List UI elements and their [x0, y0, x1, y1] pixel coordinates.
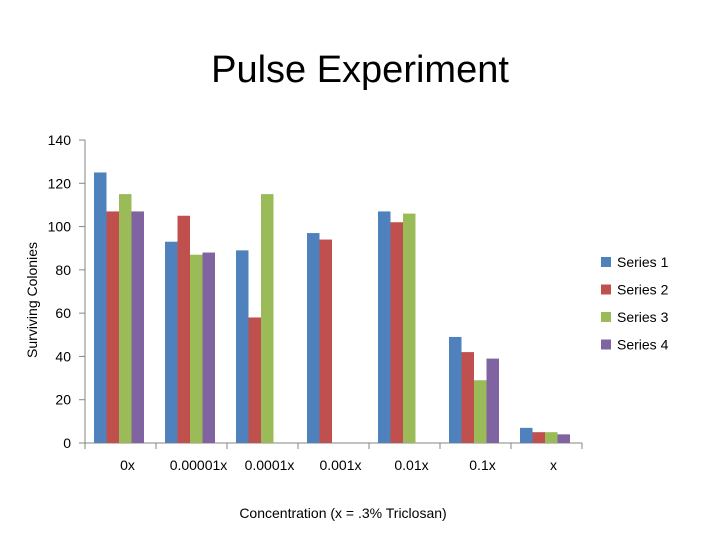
- legend-label: Series 3: [617, 309, 669, 325]
- x-tick-label: 0.0001x: [245, 457, 295, 473]
- x-tick-label: x: [550, 457, 557, 473]
- bar-series-2-2: [248, 317, 261, 443]
- y-tick-label: 0: [63, 435, 71, 451]
- legend-swatch: [601, 284, 611, 295]
- bar-series-3-5: [474, 380, 487, 443]
- x-tick-label: 0.01x: [394, 457, 428, 473]
- bar-series-2-4: [390, 222, 403, 443]
- x-axis-label: Concentration (x = .3% Triclosan): [239, 505, 446, 521]
- bar-series-4-0: [131, 211, 144, 443]
- legend-swatch: [601, 312, 611, 322]
- bar-series-4-1: [202, 252, 215, 443]
- bar-series-4-5: [486, 358, 499, 443]
- y-tick-label: 60: [55, 305, 71, 321]
- bar-series-4-6: [557, 434, 570, 443]
- y-tick-label: 140: [48, 132, 72, 148]
- chart-title: Pulse Experiment: [211, 49, 509, 91]
- y-tick-label: 80: [55, 262, 71, 278]
- y-tick-label: 120: [48, 175, 72, 191]
- legend-swatch: [601, 339, 611, 350]
- legend-swatch: [601, 257, 611, 267]
- legend: Series 1 Series 2 Series 3 Series 4: [601, 254, 669, 353]
- plot-area: 0 20 40 60 80 100 120 140 0x 0.00001x 0.0001x 0.001…: [48, 132, 583, 473]
- x-tick-label: 0.001x: [319, 457, 361, 473]
- legend-label: Series 4: [617, 337, 669, 353]
- bar-series-1-3: [307, 233, 320, 443]
- bar-series-1-4: [378, 211, 391, 443]
- bar-series-1-0: [94, 172, 107, 443]
- bar-series-2-0: [106, 211, 119, 443]
- legend-label: Series 2: [617, 282, 669, 298]
- y-tick-label: 20: [55, 392, 71, 408]
- x-tick-label: 0.1x: [469, 457, 495, 473]
- legend-label: Series 1: [617, 254, 669, 270]
- bar-series-2-5: [461, 352, 474, 443]
- bar-series-3-0: [119, 194, 132, 443]
- bar-series-1-1: [165, 241, 178, 443]
- x-tick-label: 0x: [120, 457, 135, 473]
- bar-series-3-2: [261, 194, 274, 443]
- bar-series-1-2: [236, 250, 249, 443]
- x-tick-label: 0.00001x: [170, 457, 228, 473]
- bar-series-3-6: [545, 432, 558, 443]
- bar-series-1-5: [449, 336, 462, 443]
- bar-series-1-6: [520, 427, 533, 443]
- y-axis-label: Surviving Colonies: [24, 242, 40, 358]
- bar-series-3-4: [403, 213, 416, 443]
- bar-series-2-3: [319, 239, 332, 443]
- y-tick-label: 100: [48, 219, 72, 235]
- bar-series-2-6: [532, 432, 545, 443]
- y-tick-label: 40: [55, 348, 71, 364]
- bar-series-2-1: [177, 215, 190, 443]
- bar-series-3-1: [190, 254, 203, 443]
